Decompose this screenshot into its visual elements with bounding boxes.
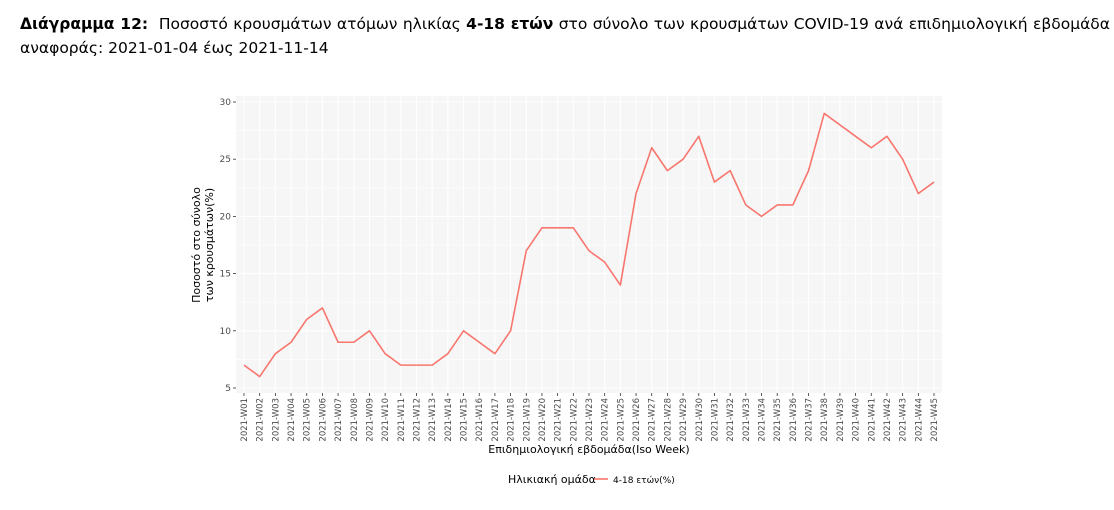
x-tick-label: 2021-W23	[585, 398, 595, 442]
y-tick-label: 10	[220, 327, 232, 337]
x-tick-label: 2021-W06	[318, 398, 328, 442]
y-tick-label: 5	[225, 384, 231, 394]
caption-label: Διάγραμμα 12:	[20, 15, 149, 33]
x-tick-label: 2021-W28	[663, 398, 673, 442]
legend-title: Ηλικιακή ομάδα	[508, 473, 596, 486]
x-tick-label: 2021-W05	[303, 398, 313, 442]
x-axis: 2021-W01 2021-W02 2021-W03 2021-W04 2021-W05…	[240, 393, 940, 442]
x-tick-label: 2021-W31	[710, 398, 720, 442]
caption-text-part2: στο σύνολο των κρουσμάτων COVID-19 ανά ε…	[20, 15, 1110, 57]
caption-text-part1: Ποσοστό κρουσμάτων ατόμων ηλικίας	[158, 15, 461, 33]
x-tick-label: 2021-W34	[758, 398, 768, 442]
x-tick-label: 2021-W22	[569, 398, 579, 442]
y-tick-label: 20	[220, 212, 232, 222]
x-tick-label: 2021-W43	[899, 398, 909, 442]
x-tick-label: 2021-W14	[444, 398, 454, 442]
x-tick-label: 2021-W13	[428, 398, 438, 442]
x-tick-label: 2021-W10	[381, 398, 391, 442]
x-tick-label: 2021-W08	[350, 398, 360, 442]
caption-age-group: 4-18 ετών	[466, 15, 554, 33]
y-axis: 5 10 15 20 25 30	[220, 98, 236, 394]
x-tick-label: 2021-W33	[742, 398, 752, 442]
x-tick-label: 2021-W04	[287, 398, 297, 442]
x-tick-label: 2021-W17	[491, 398, 501, 442]
x-tick-label: 2021-W09	[365, 398, 375, 442]
x-tick-label: 2021-W32	[726, 398, 736, 442]
x-tick-label: 2021-W45	[930, 398, 940, 442]
x-tick-label: 2021-W41	[867, 398, 877, 442]
x-tick-label: 2021-W16	[475, 398, 485, 442]
y-tick-label: 15	[220, 270, 231, 280]
x-tick-label: 2021-W37	[805, 398, 815, 442]
x-tick-label: 2021-W40	[852, 398, 862, 442]
x-tick-label: 2021-W02	[256, 398, 266, 442]
x-tick-label: 2021-W20	[538, 398, 548, 442]
y-tick-label: 30	[220, 98, 232, 108]
x-tick-label: 2021-W19	[522, 398, 532, 442]
legend-series-label: 4-18 ετών(%)	[613, 475, 675, 486]
x-tick-label: 2021-W36	[789, 398, 799, 442]
y-axis-label-line1: Ποσοστό στο σύνολο	[190, 187, 203, 303]
x-tick-label: 2021-W12	[413, 398, 423, 442]
x-tick-label: 2021-W01	[240, 398, 250, 442]
x-tick-label: 2021-W26	[632, 398, 642, 442]
x-tick-label: 2021-W11	[397, 398, 407, 442]
x-tick-label: 2021-W30	[695, 398, 705, 442]
x-tick-label: 2021-W03	[271, 398, 281, 442]
x-axis-label: Επιδημιολογική εβδομάδα(Iso Week)	[488, 443, 689, 456]
y-tick-label: 25	[220, 155, 231, 165]
x-tick-label: 2021-W24	[601, 398, 611, 442]
figure-caption: Διάγραμμα 12: Ποσοστό κρουσμάτων ατόμων …	[20, 12, 1110, 60]
major-gridlines	[236, 96, 942, 393]
x-tick-label: 2021-W18	[507, 398, 517, 442]
x-tick-label: 2021-W21	[554, 398, 564, 442]
x-tick-label: 2021-W42	[883, 398, 893, 442]
x-tick-label: 2021-W15	[460, 398, 470, 442]
series-line	[243, 112, 935, 378]
legend: Ηλικιακή ομάδα 4-18 ετών(%)	[508, 473, 675, 486]
x-tick-label: 2021-W38	[820, 398, 830, 442]
x-tick-label: 2021-W29	[679, 398, 689, 442]
x-tick-label: 2021-W44	[914, 398, 924, 442]
x-tick-label: 2021-W39	[836, 398, 846, 442]
x-tick-label: 2021-W27	[648, 398, 658, 442]
x-tick-label: 2021-W07	[334, 398, 344, 442]
y-axis-label-line2: των κρουσμάτων(%)	[203, 188, 216, 302]
x-tick-label: 2021-W35	[773, 398, 783, 442]
x-tick-label: 2021-W25	[616, 398, 626, 442]
